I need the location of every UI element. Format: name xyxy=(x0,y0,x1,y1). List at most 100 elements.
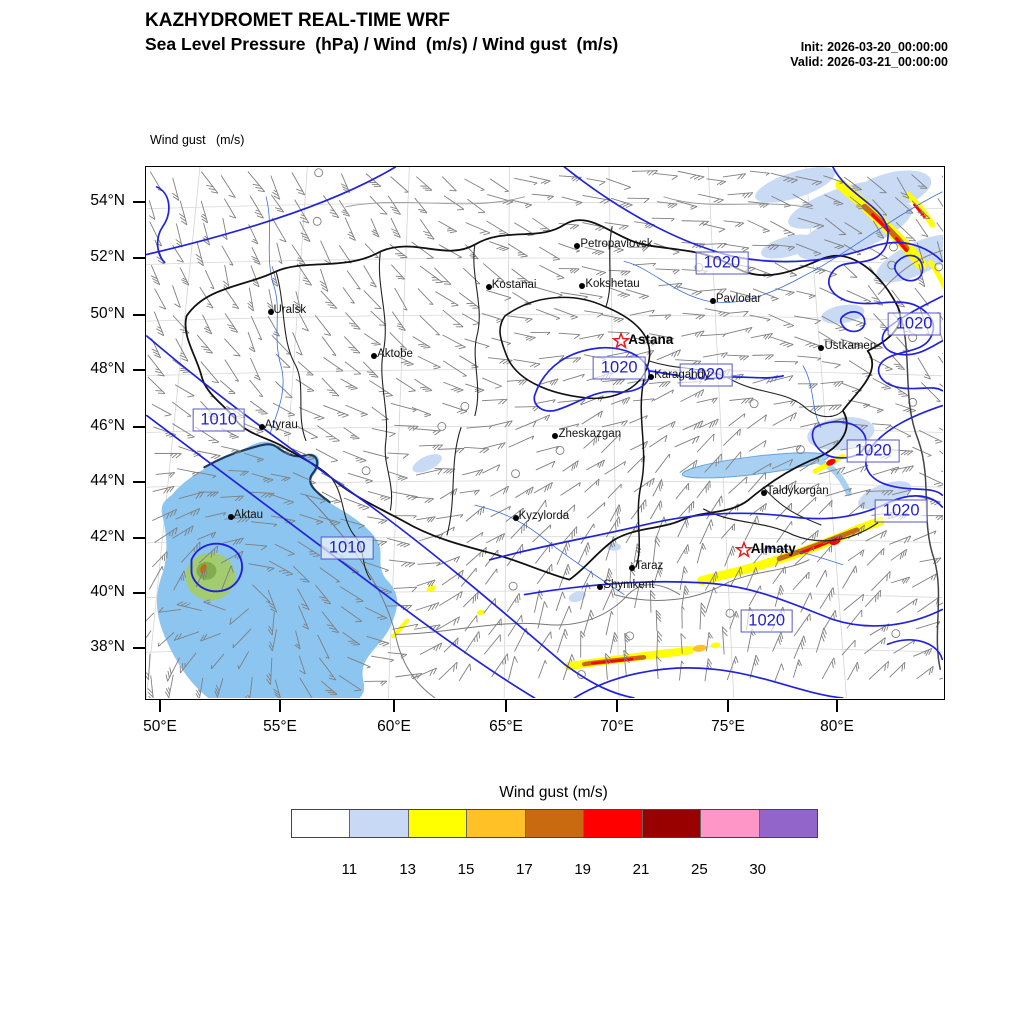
lon-tick-label: 65°E xyxy=(489,718,523,735)
city-label: Karagandy xyxy=(654,368,710,381)
colorbar-title: Wind gust (m/s) xyxy=(499,784,608,801)
city-label: Pavlodar xyxy=(715,293,762,306)
city-dot-marker xyxy=(818,344,825,351)
page-title: KAZHYDROMET REAL-TIME WRF xyxy=(145,10,451,31)
city-dot-marker xyxy=(485,284,492,291)
city-label: Shymkent xyxy=(603,578,655,591)
pressure-label: 1020 xyxy=(846,439,900,463)
lat-tick xyxy=(133,314,145,316)
lon-tick xyxy=(279,700,281,712)
lat-tick-label: 52°N xyxy=(90,248,125,265)
city-dot-marker xyxy=(648,373,655,380)
pressure-label: 1010 xyxy=(192,408,246,432)
valid-time: Valid: 2026-03-21_00:00:00 xyxy=(790,55,948,69)
lat-tick-label: 50°N xyxy=(90,305,125,322)
city-label: Almaty xyxy=(750,540,796,556)
colorbar-swatch xyxy=(584,810,643,837)
lat-tick xyxy=(133,426,145,428)
lat-tick-label: 38°N xyxy=(90,638,125,655)
city-dot-marker xyxy=(227,514,234,521)
lat-tick-label: 46°N xyxy=(90,417,125,434)
colorbar-tick-label: 30 xyxy=(749,861,766,878)
city-label: Kokshetau xyxy=(585,278,640,291)
lon-tick xyxy=(393,700,395,712)
lat-tick xyxy=(133,647,145,649)
city-label: Kostanai xyxy=(491,279,537,292)
lon-tick xyxy=(159,700,161,712)
city-label: Atyrau xyxy=(264,418,298,431)
city-dot-marker xyxy=(597,583,604,590)
colorbar-swatch xyxy=(525,810,585,837)
lon-tick xyxy=(505,700,507,712)
pressure-label: 1020 xyxy=(887,312,941,336)
lat-tick-label: 48°N xyxy=(90,360,125,377)
city-dot-marker xyxy=(552,433,559,440)
city-label: Aktobe xyxy=(377,347,413,360)
lat-tick-label: 54°N xyxy=(90,192,125,209)
pressure-label: 1020 xyxy=(874,499,928,523)
pressure-label: 1020 xyxy=(592,356,646,380)
lon-tick-label: 50°E xyxy=(143,718,177,735)
colorbar-swatch xyxy=(701,810,760,837)
city-dot-marker xyxy=(574,242,581,249)
map-svg xyxy=(146,167,943,698)
gust-shading xyxy=(156,167,943,698)
city-dot-marker xyxy=(258,423,265,430)
city-label: Taldykorgan xyxy=(766,485,829,498)
lat-tick xyxy=(133,592,145,594)
colorbar-tick-label: 25 xyxy=(690,861,708,878)
city-label: Ustkamen xyxy=(824,339,877,352)
lon-tick-label: 80°E xyxy=(820,718,854,735)
pressure-label: 1020 xyxy=(679,363,733,387)
city-label: Aktau xyxy=(233,509,264,522)
legend-line-windgust: Wind gust (m/s) xyxy=(150,133,245,147)
init-time: Init: 2026-03-20_00:00:00 xyxy=(800,40,948,54)
pressure-label: 1010 xyxy=(320,536,374,560)
pressure-label: 1020 xyxy=(740,609,794,633)
colorbar-swatch xyxy=(350,810,409,837)
map-frame: 1020 1020 1010 1020 1020 1020 1010 1020 1020 Petr… xyxy=(145,166,945,700)
lon-tick-label: 60°E xyxy=(377,718,411,735)
pressure-label: 1020 xyxy=(695,251,749,275)
lon-tick-label: 70°E xyxy=(600,718,634,735)
colorbar-tick-label: 13 xyxy=(399,861,416,878)
run-times: Init: 2026-03-20_00:00:00 Valid: 2026-03… xyxy=(790,40,948,70)
colorbar-tick-label: 15 xyxy=(457,861,475,878)
colorbar-tick-label: 17 xyxy=(515,861,533,878)
city-label: Petropavlovsk xyxy=(580,237,653,250)
city-label: Uralsk xyxy=(273,304,307,317)
lon-tick xyxy=(836,700,838,712)
city-label: Kyzylorda xyxy=(518,510,570,523)
colorbar-swatch xyxy=(467,810,526,837)
city-dot-marker xyxy=(267,309,274,316)
colorbar-tick-label: 21 xyxy=(632,861,650,878)
city-dot-marker xyxy=(709,298,716,305)
city-dot-marker xyxy=(371,352,378,359)
lat-tick-label: 40°N xyxy=(90,583,125,600)
lat-tick-label: 44°N xyxy=(90,472,125,489)
colorbar-swatch xyxy=(759,810,817,837)
capital-star-icon xyxy=(612,332,631,350)
lat-tick xyxy=(133,537,145,539)
lat-tick xyxy=(133,201,145,203)
colorbar-swatch xyxy=(408,810,468,837)
lon-tick xyxy=(616,700,618,712)
city-dot-marker xyxy=(579,283,586,290)
lat-tick xyxy=(133,481,145,483)
colorbar xyxy=(291,809,818,838)
lat-tick xyxy=(133,257,145,259)
city-label: Taraz xyxy=(635,559,664,572)
lat-tick-label: 42°N xyxy=(90,528,125,545)
lon-tick-label: 75°E xyxy=(711,718,745,735)
colorbar-swatch xyxy=(292,810,351,837)
wind-barbs xyxy=(146,168,943,698)
capital-star-icon xyxy=(734,540,753,558)
page-subtitle: Sea Level Pressure (hPa) / Wind (m/s) / … xyxy=(145,34,619,54)
city-label: Zheskazgan xyxy=(558,428,622,441)
lon-tick xyxy=(727,700,729,712)
rivers xyxy=(265,191,943,595)
city-dot-marker xyxy=(760,490,767,497)
city-dot-marker xyxy=(629,564,636,571)
colorbar-tick-label: 11 xyxy=(341,861,358,878)
